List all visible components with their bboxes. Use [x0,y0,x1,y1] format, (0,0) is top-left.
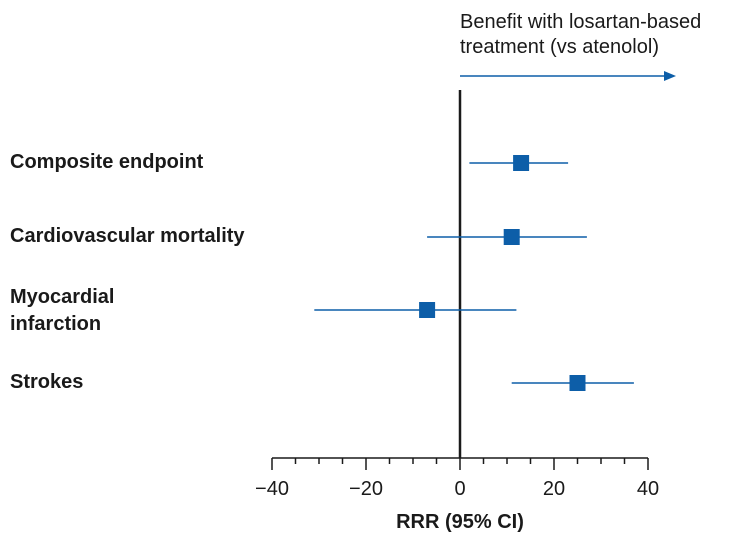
point-marker [503,229,520,245]
x-tick-label: −20 [349,478,383,500]
x-tick-labels: −40 −20 0 20 40 [255,478,659,500]
category-label: Myocardial [10,286,115,308]
x-tick-label: 40 [637,478,659,500]
category-label: Composite endpoint [10,151,204,173]
confidence-intervals [314,162,634,384]
category-label: Cardiovascular mortality [10,225,245,247]
category-label: Strokes [10,371,84,393]
x-tick-label: −40 [255,478,289,500]
x-axis [271,457,649,470]
benefit-annotation: Benefit with losartan-based treatment (v… [460,10,753,60]
x-tick-label: 0 [454,478,465,500]
category-label: infarction [10,313,102,335]
x-tick-label: 20 [543,478,565,500]
x-axis-label: RRR (95% CI) [396,511,524,533]
benefit-arrow-head [664,71,676,81]
point-marker [419,302,436,318]
benefit-arrow [460,71,676,81]
benefit-annotation-line2: treatment (vs atenolol) [460,36,659,58]
benefit-annotation-line1: Benefit with losartan-based [460,11,702,33]
point-marker [513,155,530,171]
point-marker [569,375,586,391]
point-estimates [419,155,586,391]
